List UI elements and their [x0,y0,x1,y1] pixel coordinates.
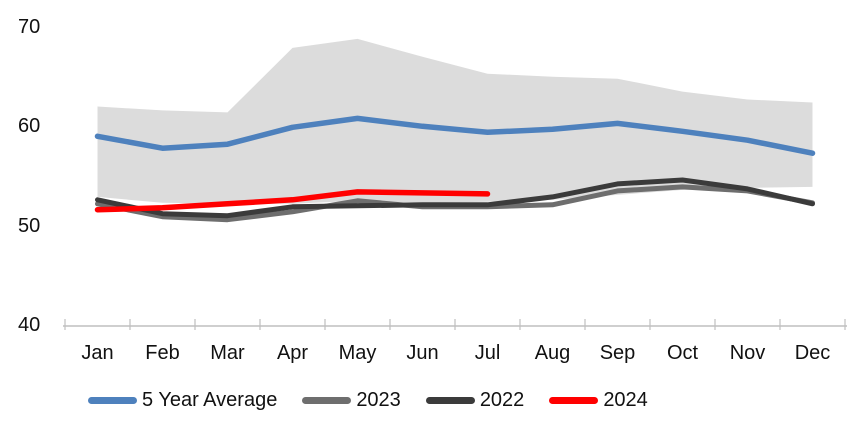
x-axis-label-may: May [338,342,377,364]
legend-swatch-5-year-average [88,396,137,404]
y-axis-label: 40 [18,314,41,336]
series-2024-line [94,189,491,213]
x-axis-label-dec: Dec [794,342,831,364]
legend-swatch-2022 [425,396,475,404]
x-axis-label-jun: Jun [406,342,439,364]
range-band [97,38,813,204]
legend-item-2024: 2024 [549,389,648,412]
legend-label-2023: 2023 [356,388,401,411]
x-axis-label-nov: Nov [729,342,766,364]
series-2022-line [95,177,815,219]
x-axis-label-oct: Oct [666,342,699,364]
x-axis-label-apr: Apr [276,342,309,364]
x-axis-label-aug: Aug [534,342,571,364]
x-axis-label-feb: Feb [145,342,180,364]
series-5-year-average-line [94,115,816,156]
y-axis-label: 70 [18,16,41,38]
x-axis-label-jul: Jul [474,342,501,364]
x-axis-label-sep: Sep [599,342,636,364]
x-axis-label-mar: Mar [210,342,245,364]
legend-label-5-year-average: 5 Year Average [142,388,278,411]
x-axis-label-jan: Jan [81,342,114,364]
legend-item-5-year-average: 5 Year Average [88,389,277,412]
legend-swatch-2024 [549,396,599,404]
legend-item-2022: 2022 [425,388,525,412]
y-axis-label: 50 [18,214,41,237]
legend-item-2023: 2023 [302,389,401,412]
legend-label-2022: 2022 [479,388,525,411]
legend: 5 Year Average 2023 2022 2024 [88,386,673,414]
y-axis-label: 60 [18,115,41,138]
legend-swatch-2023 [302,396,352,404]
legend-label-2024: 2024 [603,388,648,411]
